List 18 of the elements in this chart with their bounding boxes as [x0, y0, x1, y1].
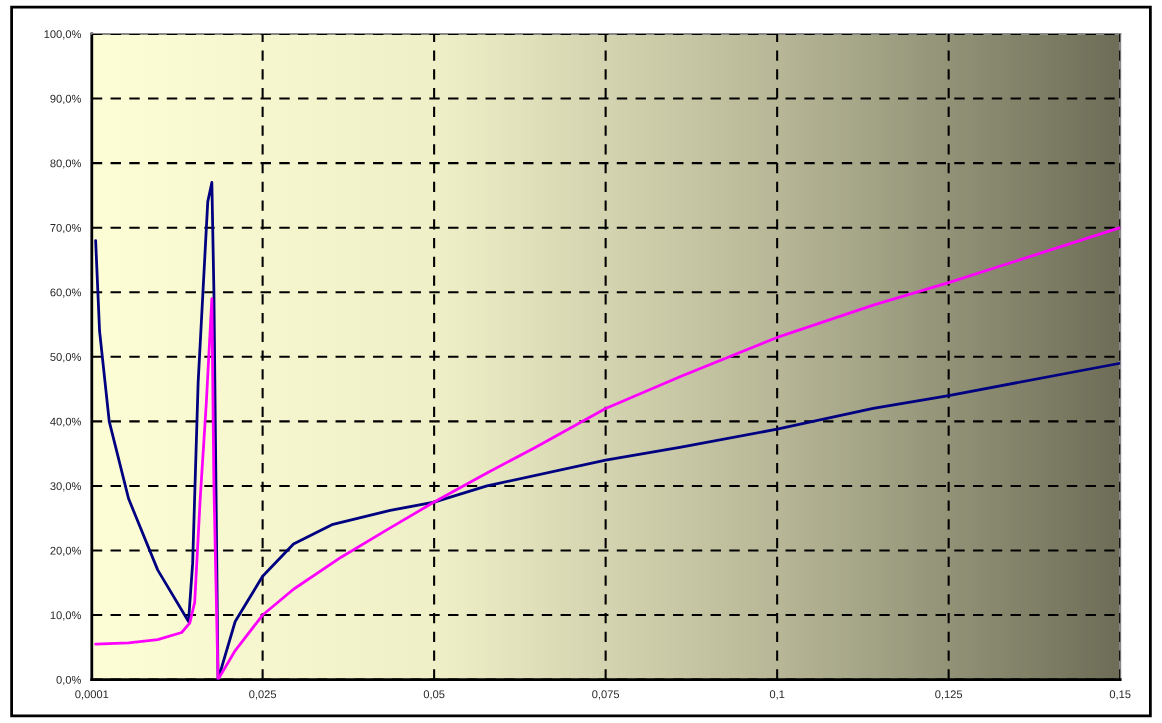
- x-tick-label: 0,025: [249, 690, 277, 700]
- y-tick-label: 40,0%: [50, 417, 81, 427]
- x-tick-label: 0,125: [935, 690, 963, 700]
- y-tick-label: 50,0%: [50, 353, 81, 363]
- x-tick-label: 0,1: [769, 690, 785, 700]
- x-tick-label: 0,0001: [75, 690, 109, 700]
- y-tick-label: 20,0%: [50, 546, 81, 556]
- y-tick-label: 0,0%: [56, 675, 81, 686]
- x-tick-label: 0,075: [592, 690, 620, 700]
- y-tick-label: 90,0%: [50, 94, 81, 104]
- y-tick-label: 10,0%: [50, 611, 81, 621]
- y-tick-label: 60,0%: [50, 288, 81, 298]
- y-tick-label: 100,0%: [44, 30, 81, 40]
- x-tick-label: 0,15: [1109, 690, 1131, 700]
- y-tick-label: 70,0%: [50, 223, 81, 234]
- y-tick-label: 30,0%: [50, 482, 81, 492]
- y-tick-label: 80,0%: [50, 159, 81, 169]
- x-tick-label: 0,05: [423, 690, 445, 700]
